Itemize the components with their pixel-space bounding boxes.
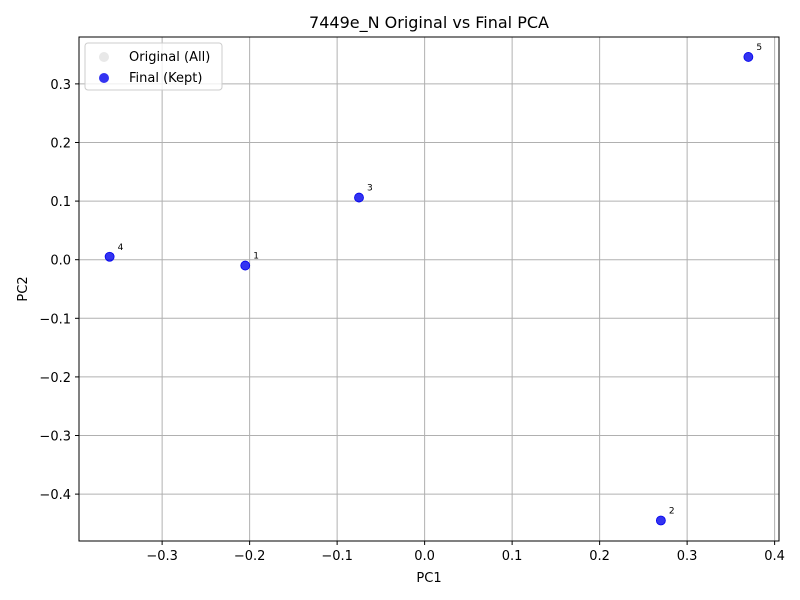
point-label: 4 [118, 243, 124, 253]
x-tick-label: 0.0 [414, 549, 435, 564]
data-point [240, 260, 251, 271]
plot-frame [78, 36, 780, 542]
point-label: 5 [756, 43, 762, 53]
legend-marker-original [99, 52, 109, 62]
data-point [104, 251, 115, 262]
chart-title: 7449e_N Original vs Final PCA [309, 13, 549, 33]
x-tick-label: 0.2 [589, 549, 610, 564]
grid [79, 37, 779, 541]
point-label: 2 [669, 506, 675, 516]
x-tick-label: 0.4 [764, 549, 785, 564]
y-tick-label: 0.1 [50, 195, 71, 210]
x-tick-label: −0.2 [234, 549, 266, 564]
y-axis-label: PC2 [16, 276, 31, 301]
legend-marker-final [99, 73, 109, 83]
data-points: 1 2 3 4 5 [104, 43, 762, 526]
x-tick-label: −0.3 [146, 549, 178, 564]
x-tick-label: 0.3 [677, 549, 698, 564]
x-tick-label: 0.1 [502, 549, 523, 564]
y-tick-label: 0.3 [50, 78, 71, 93]
y-tick-label: −0.1 [39, 312, 71, 327]
data-point [354, 192, 364, 203]
y-axis-ticks: −0.4 −0.3 −0.2 −0.1 0.0 0.1 0.2 0.3 [39, 78, 79, 503]
y-tick-label: −0.4 [39, 488, 71, 503]
x-axis-ticks: −0.3 −0.2 −0.1 0.0 0.1 0.2 0.3 0.4 [146, 541, 785, 564]
point-label: 1 [253, 252, 259, 262]
legend-label-final: Final (Kept) [129, 71, 202, 86]
legend: Original (All) Final (Kept) [84, 42, 223, 91]
x-axis-label: PC1 [416, 571, 441, 586]
data-point [743, 52, 754, 62]
y-tick-label: 0.2 [50, 136, 71, 151]
x-tick-label: −0.1 [321, 549, 353, 564]
legend-label-original: Original (All) [129, 50, 210, 65]
y-tick-label: 0.0 [50, 254, 71, 269]
data-point [655, 515, 666, 526]
legend-box [84, 42, 223, 91]
y-tick-label: −0.3 [39, 430, 71, 445]
point-label: 3 [367, 184, 373, 194]
y-tick-label: −0.2 [39, 371, 71, 386]
